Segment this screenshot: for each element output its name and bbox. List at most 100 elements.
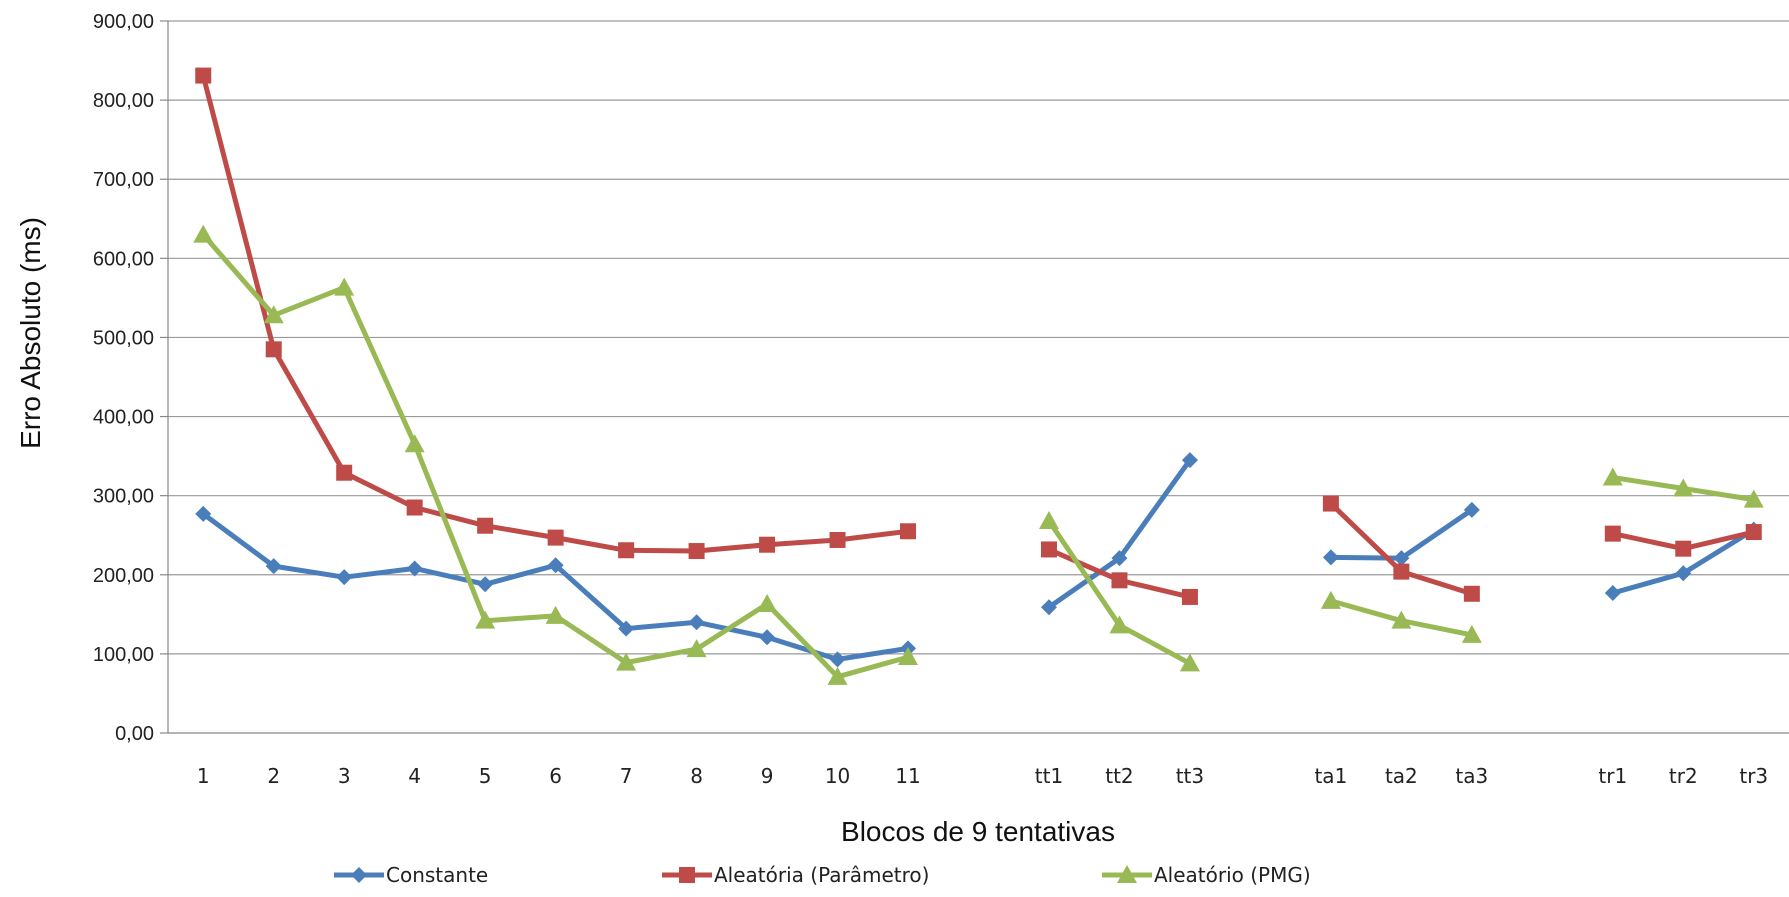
- data-point: [263, 305, 284, 324]
- data-point: [898, 647, 919, 666]
- y-tick-label: 900,00: [93, 11, 154, 33]
- data-point: [404, 434, 425, 453]
- data-point: [1745, 524, 1762, 541]
- y-tick-label: 800,00: [93, 90, 154, 112]
- data-point: [1743, 489, 1764, 508]
- data-point: [195, 67, 212, 84]
- legend-item: Constante: [334, 863, 488, 887]
- data-point: [477, 517, 494, 534]
- data-point: [545, 605, 566, 624]
- legend-label: Aleatório (PMG): [1154, 863, 1311, 887]
- x-tick-label: tr1: [1598, 764, 1627, 788]
- legend-item: Aleatório (PMG): [1102, 863, 1311, 887]
- y-tick-label: 300,00: [93, 486, 154, 508]
- data-point: [336, 569, 353, 586]
- x-tick-label: tr3: [1739, 764, 1768, 788]
- data-point: [686, 639, 707, 658]
- x-tick-label: 5: [479, 764, 492, 788]
- y-tick-label: 600,00: [93, 248, 154, 270]
- data-point: [265, 558, 282, 575]
- y-axis-title: Erro Absoluto (ms): [15, 217, 46, 449]
- y-axis-ticks: 0,00 100,00 200,00 300,00 400,00 500,00 600,00…: [93, 11, 154, 745]
- legend-label: Aleatória (Parâmetro): [714, 863, 929, 887]
- y-tick-label: 200,00: [93, 565, 154, 587]
- y-tick-label: 700,00: [93, 169, 154, 191]
- data-point: [1461, 624, 1482, 643]
- data-point: [1322, 549, 1339, 566]
- x-tick-label: 4: [408, 764, 421, 788]
- x-tick-label: 8: [690, 764, 703, 788]
- data-point: [618, 542, 635, 559]
- y-tick-label: 400,00: [93, 407, 154, 429]
- data-point: [1179, 653, 1200, 672]
- data-point: [1040, 599, 1057, 616]
- data-point: [195, 505, 212, 522]
- x-axis-title: Blocos de 9 tentativas: [841, 816, 1115, 847]
- data-point: [547, 557, 564, 574]
- data-point: [759, 629, 776, 646]
- data-point: [688, 543, 705, 560]
- data-point: [759, 536, 776, 553]
- data-point: [1117, 865, 1137, 883]
- data-point: [193, 224, 214, 243]
- data-point: [1038, 510, 1059, 529]
- data-point: [1675, 540, 1692, 557]
- data-point: [1111, 572, 1128, 589]
- data-point: [829, 651, 846, 668]
- data-point: [1320, 590, 1341, 609]
- legend-item: Aleatória (Parâmetro): [662, 863, 929, 887]
- x-tick-label: ta2: [1385, 764, 1418, 788]
- x-tick-label: 1: [197, 764, 210, 788]
- data-point: [1393, 550, 1410, 567]
- data-point: [1181, 452, 1198, 469]
- data-point: [900, 523, 917, 540]
- x-tick-label: 3: [338, 764, 351, 788]
- data-point: [334, 277, 355, 296]
- data-point: [1463, 585, 1480, 602]
- data-point: [1602, 467, 1623, 486]
- data-point: [1040, 541, 1057, 558]
- data-point: [1673, 478, 1694, 497]
- data-point: [1181, 588, 1198, 605]
- data-point: [1463, 501, 1480, 518]
- legend-label: Constante: [386, 863, 488, 887]
- x-tick-label: 7: [620, 764, 633, 788]
- x-tick-label: tt1: [1035, 764, 1063, 788]
- data-point: [1391, 610, 1412, 629]
- data-point: [679, 867, 695, 883]
- x-tick-label: ta3: [1455, 764, 1488, 788]
- series-2: [195, 67, 1762, 605]
- data-point: [547, 529, 564, 546]
- x-axis-ticks: 1 2 3 4 5 6 7 8 9 10 11 tt1 tt2 tt3 ta1 ta2 ta3 tr1 tr2 tr3: [197, 764, 1768, 788]
- series-layer: [193, 67, 1764, 685]
- x-tick-label: tr2: [1669, 764, 1698, 788]
- data-point: [688, 614, 705, 631]
- data-point: [1393, 563, 1410, 580]
- x-tick-label: 2: [267, 764, 280, 788]
- x-tick-label: ta1: [1314, 764, 1347, 788]
- y-tick-label: 500,00: [93, 327, 154, 349]
- data-point: [475, 610, 496, 629]
- data-point: [336, 464, 353, 481]
- series-line: [200, 74, 909, 554]
- data-point: [477, 576, 494, 593]
- x-tick-label: 9: [761, 764, 774, 788]
- data-point: [265, 341, 282, 358]
- x-tick-label: 10: [825, 764, 850, 788]
- data-point: [1604, 584, 1621, 601]
- series-3: [193, 224, 1764, 685]
- data-point: [757, 594, 778, 613]
- data-point: [616, 652, 637, 671]
- series-line: [1329, 501, 1473, 597]
- data-point: [406, 499, 423, 516]
- data-point: [618, 620, 635, 637]
- y-tick-label: 100,00: [93, 644, 154, 666]
- x-tick-label: 6: [549, 764, 562, 788]
- data-point: [406, 560, 423, 577]
- legend: Constante Aleatória (Parâmetro) Aleatório …: [334, 863, 1311, 887]
- x-tick-label: 11: [895, 764, 920, 788]
- series-1: [195, 452, 1762, 668]
- data-point: [1675, 565, 1692, 582]
- data-point: [827, 666, 848, 685]
